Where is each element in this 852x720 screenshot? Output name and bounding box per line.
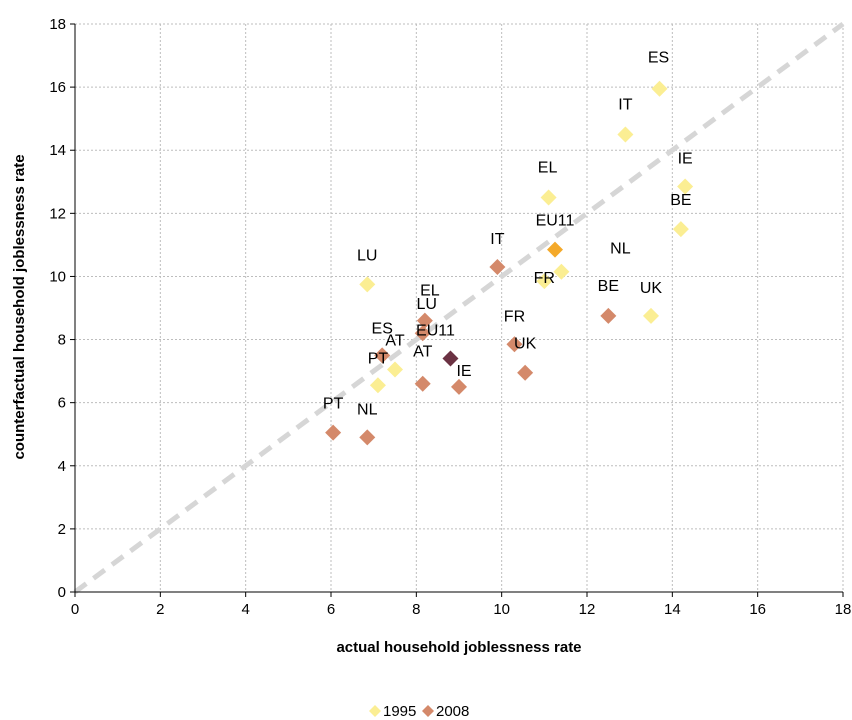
point-EU11-1995	[547, 241, 563, 258]
point-2008-LU	[414, 325, 431, 342]
label-2008-PT: PT	[323, 396, 344, 413]
label-2008-EL: EL	[420, 283, 440, 300]
label-1995-FR: FR	[534, 270, 555, 287]
y-tick-label-12: 12	[49, 205, 66, 222]
point-1995-FR	[536, 273, 553, 290]
axes	[70, 23, 844, 597]
label-1995-UK: UK	[640, 280, 663, 297]
label-2008-NL: NL	[357, 401, 378, 418]
point-1995-PT	[369, 377, 386, 394]
point-1995-BE	[672, 221, 689, 238]
legend-label-2008: 2008	[436, 703, 469, 720]
label-1995-BE: BE	[670, 192, 691, 209]
y-tick-label-0: 0	[58, 584, 66, 601]
point-2008-IT	[489, 258, 506, 275]
label-1995-EL: EL	[538, 160, 558, 177]
y-tick-label-6: 6	[58, 395, 66, 412]
x-tick-label-16: 16	[749, 601, 766, 618]
x-axis-title: actual household joblessness rate	[336, 639, 581, 656]
data-points	[325, 80, 694, 446]
point-2008-FR	[506, 336, 523, 353]
point-1995-NL	[553, 263, 570, 280]
label-2008-FR: FR	[504, 308, 525, 325]
x-tick-label-14: 14	[664, 601, 681, 618]
legend-marker-2008	[422, 705, 434, 717]
label-2008-IT: IT	[490, 231, 504, 248]
label-2008-IE: IE	[456, 363, 471, 380]
legend-marker-1995	[369, 705, 381, 717]
label-1995-LU: LU	[357, 247, 377, 264]
y-tick-label-8: 8	[58, 332, 66, 349]
label-1995-IE: IE	[678, 151, 693, 168]
label-1995-NL: NL	[610, 241, 631, 258]
x-tick-label-18: 18	[835, 601, 852, 618]
x-tick-labels: 0 2 4 6 8 10 12 14 16 18	[71, 601, 852, 618]
y-axis-title: counterfactual household joblessness rat…	[11, 154, 28, 459]
point-EU11-2008	[442, 350, 459, 367]
point-1995-UK	[643, 307, 659, 324]
label-1995-ES: ES	[648, 50, 669, 67]
label-2008-AT: AT	[413, 344, 432, 361]
y-tick-label-2: 2	[58, 521, 66, 538]
point-labels: ESITIEELBEFRNLUKLUATPTITBEFRUKELLUESATIE…	[323, 50, 693, 419]
y-tick-label-10: 10	[49, 268, 66, 285]
point-2008-EL	[416, 312, 433, 329]
x-tick-label-12: 12	[579, 601, 596, 618]
label-1995-AT: AT	[385, 333, 404, 350]
y-tick-label-4: 4	[58, 458, 66, 475]
diagonal-reference-line	[73, 21, 845, 595]
x-tick-label-8: 8	[412, 601, 420, 618]
point-2008-AT	[414, 375, 431, 392]
label-2008-UK: UK	[514, 336, 537, 353]
point-2008-BE	[600, 307, 617, 324]
y-tick-labels: 0 2 4 6 8 10 12 14 16 18	[49, 16, 66, 601]
x-tick-label-6: 6	[327, 601, 335, 618]
point-1995-EL	[540, 189, 557, 206]
x-tick-label-2: 2	[156, 601, 164, 618]
label-EU11-1995: EU11	[536, 213, 575, 230]
x-tick-label-4: 4	[241, 601, 249, 618]
point-2008-NL	[359, 429, 376, 446]
point-1995-LU	[359, 276, 376, 293]
y-tick-label-14: 14	[49, 142, 66, 159]
label-EU11-2008: EU11	[416, 322, 455, 339]
point-2008-UK	[517, 364, 534, 381]
label-2008-LU: LU	[417, 296, 437, 313]
point-1995-IT	[617, 126, 634, 143]
point-1995-ES	[651, 80, 668, 97]
label-2008-BE: BE	[598, 278, 619, 295]
point-1995-IE	[677, 178, 694, 195]
label-1995-PT: PT	[368, 350, 389, 367]
point-2008-ES	[374, 347, 391, 364]
label-1995-IT: IT	[618, 96, 632, 113]
x-tick-label-0: 0	[71, 601, 79, 618]
point-2008-PT	[325, 424, 342, 441]
grid-lines	[75, 23, 844, 592]
y-tick-label-16: 16	[49, 79, 66, 96]
legend: 1995 2008	[369, 703, 469, 720]
point-1995-AT	[387, 361, 403, 378]
legend-label-1995: 1995	[383, 703, 416, 720]
y-tick-label-18: 18	[49, 16, 66, 33]
x-tick-label-10: 10	[493, 601, 510, 618]
point-2008-IE	[451, 378, 467, 395]
label-2008-ES: ES	[372, 320, 393, 337]
